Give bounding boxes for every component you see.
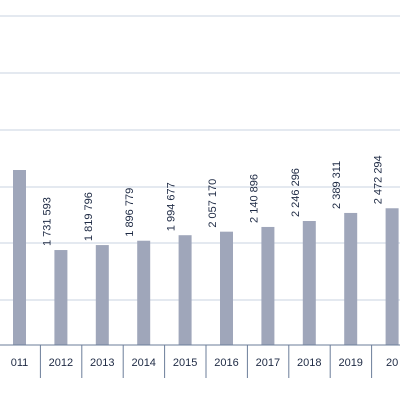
value-label: 1 994 677: [166, 182, 178, 231]
value-label: 2 472 294: [373, 155, 385, 204]
value-label: 2 389 311: [331, 161, 343, 209]
x-tick-label: 2019: [338, 357, 362, 369]
bar: [344, 212, 358, 345]
bar: [261, 226, 275, 345]
x-tick-label: 011: [11, 357, 29, 369]
x-tick-label: 20: [386, 357, 398, 369]
bar: [95, 245, 109, 345]
bars: [13, 170, 399, 345]
bar: [178, 235, 192, 345]
x-tick-label: 2012: [49, 357, 73, 369]
x-tick-label: 2013: [90, 357, 114, 369]
value-label: 2 057 170: [207, 179, 219, 228]
bar: [54, 250, 68, 345]
x-tick-label: 2016: [214, 357, 238, 369]
value-label: 1 896 779: [124, 188, 136, 237]
x-tick-label: 2015: [173, 357, 197, 369]
value-label: 2 246 296: [290, 168, 302, 217]
x-tick-label: 2014: [131, 357, 155, 369]
value-label: 1 819 796: [83, 192, 95, 241]
value-label: 1 731 593: [41, 197, 53, 246]
x-axis: 011 2012 2013 2014 2015 2016 2017 2018 2019 20: [0, 344, 400, 378]
value-labels: 1 731 593 1 819 796 1 896 779 1 994 677 2 05…: [41, 155, 384, 246]
x-tick-label: 2017: [256, 357, 280, 369]
bar: [220, 231, 233, 345]
bar: [13, 170, 26, 345]
bar: [302, 221, 316, 345]
bar: [385, 208, 399, 345]
value-label: 2 140 896: [248, 174, 260, 223]
x-tick-label: 2018: [297, 357, 321, 369]
bar: [137, 240, 151, 345]
